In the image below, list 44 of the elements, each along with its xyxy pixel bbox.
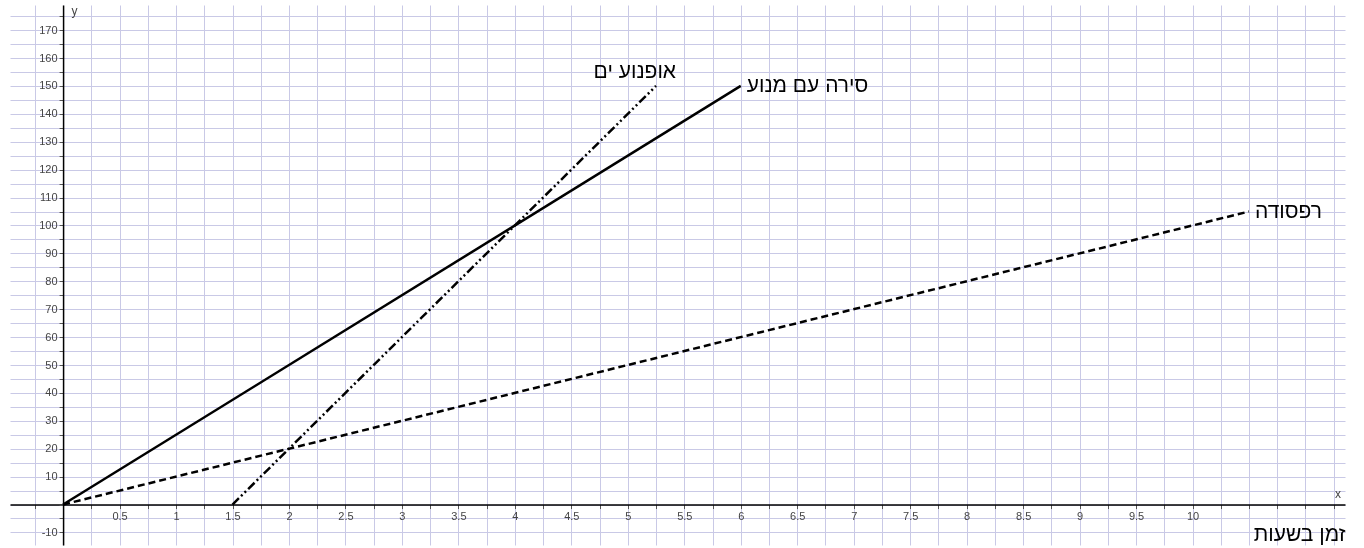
x-tick-label: 1 bbox=[173, 510, 180, 523]
series-label: רפסודה bbox=[1255, 198, 1322, 222]
x-tick-label: 5.5 bbox=[677, 510, 693, 523]
x-tick-label: 6.5 bbox=[790, 510, 806, 523]
x-tick-label: 9 bbox=[1077, 510, 1084, 523]
x-tick-label: 8.5 bbox=[1015, 510, 1032, 523]
x-tick-label: 2.5 bbox=[338, 510, 354, 523]
y-tick-label: 60 bbox=[45, 330, 58, 343]
y-tick-label: 70 bbox=[45, 302, 58, 315]
y-tick-label: 80 bbox=[45, 274, 58, 287]
x-tick-label: 3 bbox=[399, 510, 406, 523]
x-tick-label: 10 bbox=[1186, 510, 1200, 523]
x-tick-label: 2 bbox=[286, 510, 293, 523]
x-tick-label: 4 bbox=[512, 510, 519, 523]
y-tick-label: 150 bbox=[39, 79, 58, 92]
y-tick-label: 130 bbox=[39, 135, 58, 148]
x-tick-label: 4.5 bbox=[564, 510, 580, 523]
x-tick-label: 5 bbox=[625, 510, 632, 523]
x-tick-label: 7 bbox=[851, 510, 858, 523]
y-tick-label: -10 bbox=[41, 525, 58, 538]
y-tick-label: 110 bbox=[40, 191, 58, 204]
y-tick-label: 160 bbox=[39, 51, 58, 64]
y-tick-label: 30 bbox=[45, 414, 58, 427]
x-tick-label: 7.5 bbox=[903, 510, 919, 523]
y-axis-title: y bbox=[71, 3, 78, 18]
y-tick-label: 40 bbox=[45, 386, 58, 399]
x-tick-label: 9.5 bbox=[1128, 510, 1145, 523]
x-tick-label: 3.5 bbox=[451, 510, 467, 523]
y-tick-label: 20 bbox=[45, 442, 58, 455]
series-label: סירה עם מנוע bbox=[746, 72, 869, 96]
x-tick-label: 1.5 bbox=[225, 510, 241, 523]
x-axis-title: זמן בשעות bbox=[1253, 522, 1346, 546]
x-tick-label: 0.5 bbox=[112, 510, 128, 523]
y-tick-label: 170 bbox=[39, 23, 58, 36]
y-tick-label: 140 bbox=[39, 107, 58, 120]
x-tick-label: 8 bbox=[964, 510, 971, 523]
annotation: x bbox=[1335, 486, 1341, 501]
x-tick-label: 6 bbox=[738, 510, 745, 523]
series-label: אופנוע ים bbox=[593, 58, 677, 82]
y-tick-label: 120 bbox=[39, 163, 58, 176]
y-tick-label: 90 bbox=[45, 246, 58, 259]
y-tick-label: 10 bbox=[45, 470, 58, 483]
y-tick-label: 50 bbox=[45, 358, 58, 371]
y-tick-label: 100 bbox=[39, 218, 58, 231]
